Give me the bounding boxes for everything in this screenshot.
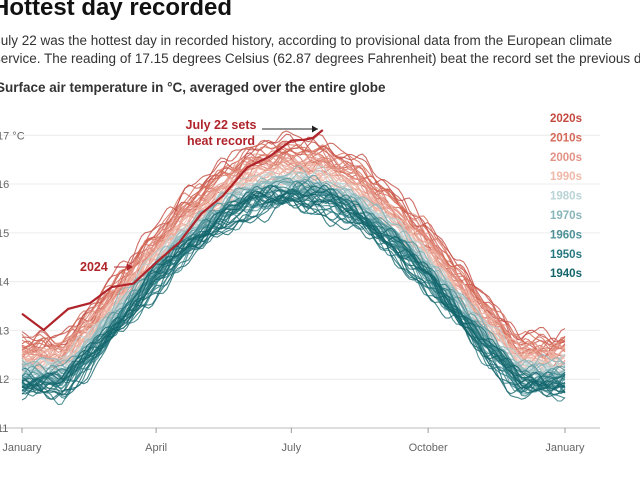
y-tick-label: 11 bbox=[0, 423, 8, 435]
x-tick-label: October bbox=[409, 442, 448, 454]
series-line-1940s bbox=[21, 185, 566, 393]
series-line-1950s bbox=[21, 181, 566, 393]
y-tick-label: 16 bbox=[0, 179, 9, 191]
series-line-1940s bbox=[21, 189, 566, 393]
y-tick-label: 15 bbox=[0, 228, 9, 240]
annotation-record-line-1: July 22 sets bbox=[186, 118, 257, 132]
y-tick-label: 12 bbox=[0, 374, 9, 386]
series-line-1940s bbox=[21, 185, 566, 390]
series-line-1940s bbox=[21, 185, 566, 392]
page-title: Hottest day recorded bbox=[0, 0, 233, 21]
annotations: July 22 sets heat record 2024 bbox=[80, 118, 318, 274]
series-line-2020s bbox=[21, 130, 566, 346]
series-line-2000s bbox=[21, 151, 566, 363]
dek-line-2: service. The reading of 17.15 degrees Ce… bbox=[0, 51, 640, 66]
series-line-1990s bbox=[21, 159, 566, 364]
legend: 2020s 2010s 2000s 1990s 1980s 1970s 1960s 1950s… bbox=[550, 113, 582, 280]
y-tick-label: 14 bbox=[0, 277, 9, 289]
x-tick-label: January bbox=[2, 442, 42, 454]
legend-item-1940s: 1940s bbox=[550, 268, 582, 280]
y-tick-label: 17 °C bbox=[0, 130, 25, 142]
dek-line-1: July 22 was the hottest day in recorded … bbox=[0, 33, 613, 48]
legend-item-2020s: 2020s bbox=[550, 113, 582, 125]
series-line-1950s bbox=[21, 193, 566, 397]
series-line-1990s bbox=[21, 163, 566, 371]
legend-item-1950s: 1950s bbox=[550, 249, 582, 261]
series-line-2010s bbox=[21, 146, 566, 361]
x-tick-label: January bbox=[545, 442, 585, 454]
series-line-1960s bbox=[21, 177, 566, 387]
series-line-2000s bbox=[21, 153, 566, 360]
annotation-record-line-2: heat record bbox=[187, 134, 255, 148]
legend-item-1970s: 1970s bbox=[550, 210, 582, 222]
y-axis-ticks: 11 12 13 14 15 16 17 °C bbox=[0, 130, 25, 435]
highlight-series bbox=[21, 129, 324, 332]
x-axis-ticks: January April July October January bbox=[2, 428, 585, 454]
series-line-2024 bbox=[21, 129, 324, 332]
legend-item-2000s: 2000s bbox=[550, 152, 582, 164]
series-line-1940s bbox=[21, 199, 566, 401]
annotation-2024-label: 2024 bbox=[80, 260, 108, 274]
series-line-2010s bbox=[21, 143, 566, 352]
x-tick-label: July bbox=[282, 442, 302, 454]
series-line-2010s bbox=[21, 147, 566, 356]
series-line-1940s bbox=[21, 195, 566, 400]
annotation-2024-arrowhead bbox=[127, 263, 133, 271]
series-lines bbox=[21, 130, 566, 406]
series-line-1950s bbox=[21, 188, 566, 398]
legend-item-2010s: 2010s bbox=[550, 132, 582, 144]
legend-item-1960s: 1960s bbox=[550, 229, 582, 241]
dek: July 22 was the hottest day in recorded … bbox=[0, 32, 640, 68]
x-tick-label: April bbox=[145, 442, 167, 454]
legend-item-1980s: 1980s bbox=[550, 191, 582, 203]
annotation-arrowhead bbox=[312, 125, 318, 133]
y-tick-label: 13 bbox=[0, 325, 9, 337]
series-line-1970s bbox=[21, 165, 566, 373]
chart-subtitle: Surface air temperature in °C, averaged … bbox=[0, 80, 386, 95]
legend-item-1990s: 1990s bbox=[550, 171, 582, 183]
